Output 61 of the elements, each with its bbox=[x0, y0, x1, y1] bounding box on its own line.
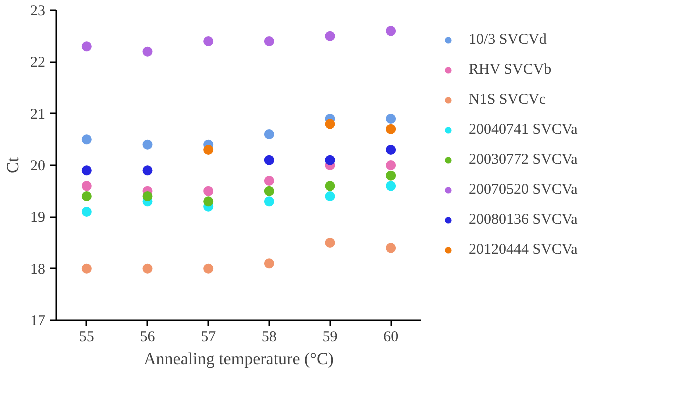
point bbox=[386, 26, 396, 36]
point bbox=[325, 181, 336, 192]
point bbox=[82, 264, 92, 274]
y-tick-label: 20 bbox=[30, 158, 46, 174]
y-tick-label: 19 bbox=[30, 210, 46, 226]
point bbox=[82, 181, 92, 192]
point bbox=[264, 186, 274, 196]
x-tick-label: 57 bbox=[201, 330, 217, 346]
point bbox=[264, 258, 274, 269]
point bbox=[386, 160, 396, 170]
point bbox=[82, 134, 92, 145]
legend-label: RHV SVCVb bbox=[469, 62, 552, 78]
point bbox=[142, 46, 153, 57]
point bbox=[204, 145, 214, 155]
point bbox=[264, 36, 274, 46]
legend-label: 10/3 SVCVd bbox=[469, 32, 547, 48]
legend-label: 20120444 SVCVa bbox=[469, 242, 578, 258]
y-tick-label: 18 bbox=[30, 262, 46, 278]
point bbox=[82, 207, 92, 217]
point bbox=[82, 42, 92, 52]
point bbox=[386, 170, 396, 181]
point bbox=[386, 114, 396, 124]
point bbox=[204, 186, 214, 196]
legend-label: N1S SVCVc bbox=[469, 92, 546, 108]
point bbox=[325, 192, 336, 202]
point bbox=[264, 155, 274, 166]
point bbox=[142, 192, 153, 202]
point bbox=[325, 238, 336, 248]
y-tick-label: 23 bbox=[30, 4, 46, 20]
point bbox=[325, 155, 336, 166]
y-tick-label: 17 bbox=[30, 314, 46, 330]
point bbox=[82, 166, 92, 176]
legend-label: 20070520 SVCVa bbox=[469, 182, 578, 198]
point bbox=[142, 166, 153, 176]
point bbox=[386, 243, 396, 254]
y-axis-title: Ct bbox=[4, 157, 22, 174]
legend-label: 20040741 SVCVa bbox=[469, 122, 578, 138]
point bbox=[386, 124, 396, 134]
point bbox=[264, 176, 274, 186]
point bbox=[264, 196, 274, 207]
y-tick-label: 22 bbox=[30, 55, 46, 72]
x-tick-label: 55 bbox=[79, 330, 94, 346]
point bbox=[386, 145, 396, 155]
x-tick-label: 58 bbox=[262, 330, 277, 346]
legend-label: 20030772 SVCVa bbox=[469, 152, 578, 168]
y-tick-label: 21 bbox=[30, 106, 46, 123]
point bbox=[142, 264, 153, 274]
point bbox=[204, 36, 214, 46]
point bbox=[204, 196, 214, 207]
point bbox=[325, 119, 336, 130]
x-tick-label: 60 bbox=[384, 330, 399, 346]
x-tick-label: 56 bbox=[140, 330, 156, 346]
x-axis-title: Annealing temperature (°C) bbox=[144, 350, 334, 368]
legend-label: 20080136 SVCVa bbox=[469, 212, 578, 228]
point bbox=[325, 31, 336, 42]
point bbox=[142, 140, 153, 150]
point bbox=[264, 130, 274, 140]
point bbox=[386, 181, 396, 192]
point bbox=[204, 264, 214, 274]
x-tick-label: 59 bbox=[322, 330, 338, 346]
point bbox=[82, 192, 92, 202]
